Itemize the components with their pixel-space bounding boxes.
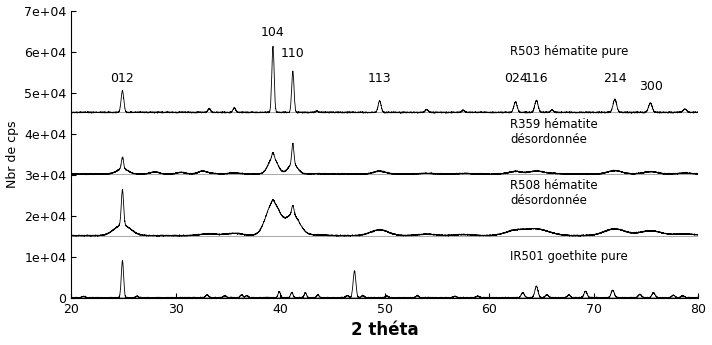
Y-axis label: Nbr de cps: Nbr de cps bbox=[6, 120, 19, 188]
Text: R359 hématite
désordonnée: R359 hématite désordonnée bbox=[511, 118, 598, 146]
Text: 110: 110 bbox=[281, 47, 305, 60]
Text: 116: 116 bbox=[525, 72, 548, 85]
Text: R508 hématite
désordonnée: R508 hématite désordonnée bbox=[511, 179, 598, 207]
Text: 214: 214 bbox=[603, 72, 627, 85]
Text: 024: 024 bbox=[503, 72, 528, 85]
Text: 012: 012 bbox=[110, 72, 135, 85]
X-axis label: 2 théta: 2 théta bbox=[351, 322, 419, 339]
Text: 300: 300 bbox=[639, 80, 664, 93]
Text: 113: 113 bbox=[368, 72, 392, 85]
Text: IR501 goethite pure: IR501 goethite pure bbox=[511, 250, 628, 264]
Text: 104: 104 bbox=[261, 26, 285, 39]
Text: R503 hématite pure: R503 hématite pure bbox=[511, 45, 629, 58]
